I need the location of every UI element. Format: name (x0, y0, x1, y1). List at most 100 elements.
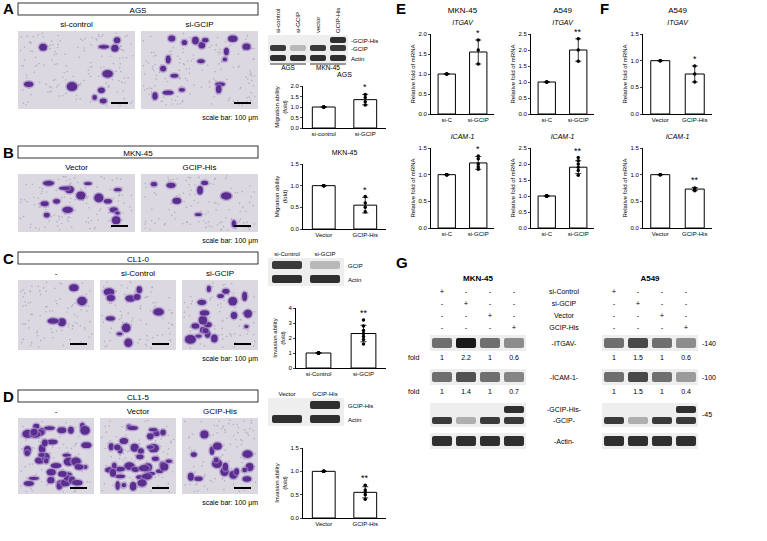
svg-text:1.0: 1.0 (290, 468, 299, 474)
svg-text:0.5: 0.5 (290, 204, 299, 210)
svg-text:-GCIP-: -GCIP- (553, 417, 575, 424)
svg-text:2.0: 2.0 (518, 161, 527, 167)
svg-text:Vector: Vector (65, 163, 88, 172)
svg-text:-Actin-: -Actin- (554, 438, 575, 445)
svg-text:Actin: Actin (348, 277, 361, 283)
svg-text:MKN-45: MKN-45 (123, 149, 153, 158)
svg-text:1.0: 1.0 (630, 172, 639, 178)
svg-text:CL1-5: CL1-5 (127, 393, 149, 402)
svg-text:0: 0 (288, 365, 292, 371)
svg-text:AGS: AGS (130, 6, 147, 15)
svg-text:-ITGAV-: -ITGAV- (552, 340, 577, 347)
svg-text:0.5: 0.5 (630, 198, 639, 204)
svg-text:**: ** (574, 27, 582, 37)
svg-text:**: ** (691, 175, 699, 185)
svg-text:4: 4 (288, 305, 292, 311)
svg-text:-GCIP-His-: -GCIP-His- (547, 406, 582, 413)
svg-text:G: G (396, 254, 408, 271)
svg-text:si-GCIP: si-GCIP (206, 269, 234, 278)
svg-text:*: * (476, 144, 480, 154)
svg-text:GCIP-His: GCIP-His (682, 117, 707, 123)
svg-text:-: - (465, 323, 468, 332)
svg-text:1: 1 (440, 388, 444, 395)
svg-text:si-GCIP: si-GCIP (468, 117, 489, 123)
svg-text:ICAM-1: ICAM-1 (451, 133, 475, 140)
svg-text:-100: -100 (702, 374, 716, 381)
svg-text:F: F (600, 0, 609, 17)
svg-text:Relative fold of mRNA: Relative fold of mRNA (410, 158, 416, 217)
svg-text:scale bar: 100 μm: scale bar: 100 μm (202, 114, 258, 122)
svg-text:GCIP-His: GCIP-His (312, 391, 337, 397)
svg-text:A: A (3, 0, 14, 17)
svg-text:E: E (396, 0, 406, 17)
svg-text:1: 1 (612, 354, 616, 361)
svg-text:0.0: 0.0 (630, 111, 639, 117)
svg-text:Invasion ability(fold): Invasion ability(fold) (274, 463, 288, 502)
svg-text:Relative fold of mRNA: Relative fold of mRNA (510, 158, 516, 217)
svg-text:-: - (513, 287, 516, 296)
svg-text:*: * (693, 54, 697, 64)
svg-text:-: - (441, 323, 444, 332)
svg-text:si-C: si-C (541, 117, 552, 123)
svg-text:si-Control: si-Control (549, 288, 579, 295)
svg-text:0.0: 0.0 (518, 225, 527, 231)
svg-text:si-C: si-C (441, 231, 452, 237)
svg-text:Vector: Vector (278, 391, 295, 397)
svg-text:0.5: 0.5 (518, 95, 527, 101)
svg-text:-: - (685, 299, 688, 308)
svg-text:-140: -140 (702, 340, 716, 347)
svg-text:Actin: Actin (348, 417, 361, 423)
svg-text:-: - (489, 299, 492, 308)
svg-text:+: + (612, 287, 617, 296)
svg-text:0.0: 0.0 (518, 111, 527, 117)
svg-text:Actin: Actin (351, 56, 364, 62)
svg-text:0.5: 0.5 (418, 91, 427, 97)
svg-text:-GCIP-His: -GCIP-His (351, 38, 378, 44)
svg-text:-GCIP: -GCIP (351, 46, 368, 52)
svg-text:GCIP-His: GCIP-His (183, 163, 217, 172)
svg-text:1.0: 1.0 (418, 71, 427, 77)
svg-text:si-GCIP: si-GCIP (295, 12, 301, 33)
svg-text:MKN-45: MKN-45 (448, 6, 478, 15)
svg-text:GCIP-His: GCIP-His (203, 407, 237, 416)
svg-text:Vector: Vector (315, 232, 332, 238)
svg-text:1.0: 1.0 (418, 172, 427, 178)
svg-text:Relative fold of mRNA: Relative fold of mRNA (622, 44, 628, 103)
svg-text:GCIP-His: GCIP-His (682, 231, 707, 237)
svg-text:**: ** (361, 473, 369, 483)
svg-text:si-GCIP: si-GCIP (568, 231, 589, 237)
svg-text:-: - (637, 311, 640, 320)
svg-text:A549: A549 (553, 6, 572, 15)
svg-text:1.5: 1.5 (518, 63, 527, 69)
svg-text:si-C: si-C (441, 117, 452, 123)
svg-text:+: + (512, 323, 517, 332)
svg-text:2.5: 2.5 (518, 31, 527, 37)
svg-text:1.0: 1.0 (518, 79, 527, 85)
svg-text:1: 1 (488, 354, 492, 361)
svg-text:scale bar: 100 μm: scale bar: 100 μm (202, 237, 258, 245)
svg-text:**: ** (360, 308, 368, 318)
svg-text:1.0: 1.0 (630, 58, 639, 64)
svg-text:si-control: si-control (275, 9, 281, 33)
svg-text:+: + (464, 299, 469, 308)
svg-text:-: - (661, 299, 664, 308)
svg-text:2.2: 2.2 (461, 354, 471, 361)
svg-text:si-GCIP: si-GCIP (353, 371, 374, 377)
svg-text:si-Control: si-Control (121, 269, 155, 278)
svg-text:MKN-45: MKN-45 (332, 149, 358, 156)
svg-text:-: - (685, 287, 688, 296)
svg-text:si-control: si-control (60, 20, 93, 29)
svg-text:2.5: 2.5 (518, 145, 527, 151)
svg-text:2: 2 (288, 335, 292, 341)
svg-text:-: - (55, 269, 58, 278)
svg-text:-: - (489, 287, 492, 296)
svg-text:vector: vector (315, 17, 321, 33)
svg-text:1.5: 1.5 (290, 445, 299, 451)
svg-text:1.0: 1.0 (290, 104, 299, 110)
svg-text:0.4: 0.4 (681, 388, 691, 395)
svg-text:si-GCIP: si-GCIP (315, 251, 336, 257)
svg-text:1.5: 1.5 (633, 354, 643, 361)
svg-text:1: 1 (488, 388, 492, 395)
svg-text:-: - (637, 287, 640, 296)
svg-text:Vector: Vector (554, 312, 575, 319)
